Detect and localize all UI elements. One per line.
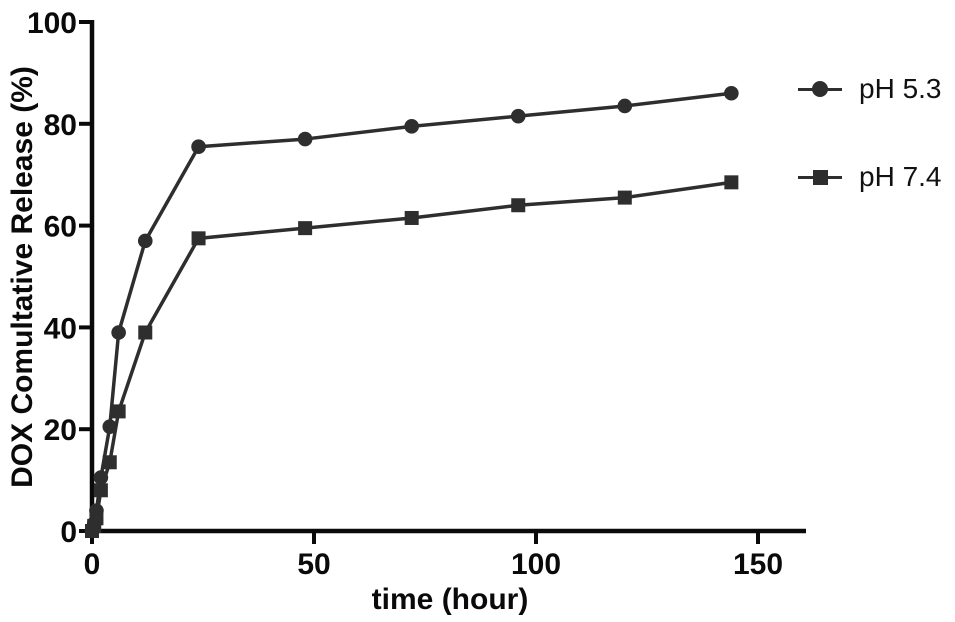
x-tick-label: 150	[733, 548, 783, 581]
y-axis-title: DOX Comultative Release (%)	[6, 66, 39, 488]
legend: pH 5.3 pH 7.4	[798, 73, 942, 192]
x-tick-label: 0	[84, 548, 101, 581]
data-point-ph-7-4	[111, 404, 126, 419]
y-tick-label: 100	[27, 7, 77, 40]
y-tick-label: 0	[60, 516, 77, 549]
legend-item-ph-5-3: pH 5.3	[798, 73, 942, 104]
legend-item-ph-7-4: pH 7.4	[798, 161, 942, 192]
square-marker-icon	[798, 169, 842, 185]
data-point-ph-5-3	[404, 119, 419, 134]
series-line-ph-5-3	[90, 91, 732, 532]
data-point-ph-5-3	[111, 325, 126, 340]
x-axis-title: time (hour)	[371, 583, 529, 616]
y-tick-label: 60	[44, 211, 77, 244]
data-point-ph-5-3	[510, 108, 526, 124]
data-point-ph-7-4	[138, 325, 153, 340]
data-point-ph-7-4	[617, 190, 632, 205]
series-ph-7-4	[85, 175, 739, 538]
data-point-ph-5-3	[137, 233, 153, 249]
axis-ticks	[79, 20, 760, 544]
axes	[89, 20, 806, 534]
y-tick-label: 40	[44, 312, 77, 345]
x-tick-label: 100	[511, 548, 561, 581]
data-point-ph-5-3	[191, 139, 206, 155]
series-ph-5-3	[84, 85, 739, 539]
data-point-ph-7-4	[89, 511, 104, 526]
data-point-ph-7-4	[102, 455, 117, 470]
data-point-ph-7-4	[298, 221, 313, 236]
data-point-ph-5-3	[617, 98, 633, 114]
data-point-ph-5-3	[102, 419, 118, 434]
legend-label-ph-7-4: pH 7.4	[859, 161, 942, 192]
y-tick-label: 20	[44, 414, 77, 447]
legend-label-ph-5-3: pH 5.3	[859, 73, 942, 104]
data-point-ph-5-3	[724, 85, 739, 101]
data-point-ph-7-4	[511, 198, 526, 213]
series-line-ph-7-4	[90, 180, 732, 532]
data-point-ph-7-4	[404, 210, 419, 225]
data-point-ph-7-4	[93, 483, 108, 498]
x-tick-label: 50	[297, 548, 330, 581]
tick-labels: 0 20 40 60 80 100 0 50 100 150	[27, 7, 783, 581]
circle-marker-icon	[798, 81, 842, 97]
data-point-ph-7-4	[724, 175, 739, 190]
y-tick-label: 80	[44, 109, 77, 142]
data-point-ph-5-3	[297, 131, 313, 147]
data-point-ph-7-4	[191, 231, 206, 246]
